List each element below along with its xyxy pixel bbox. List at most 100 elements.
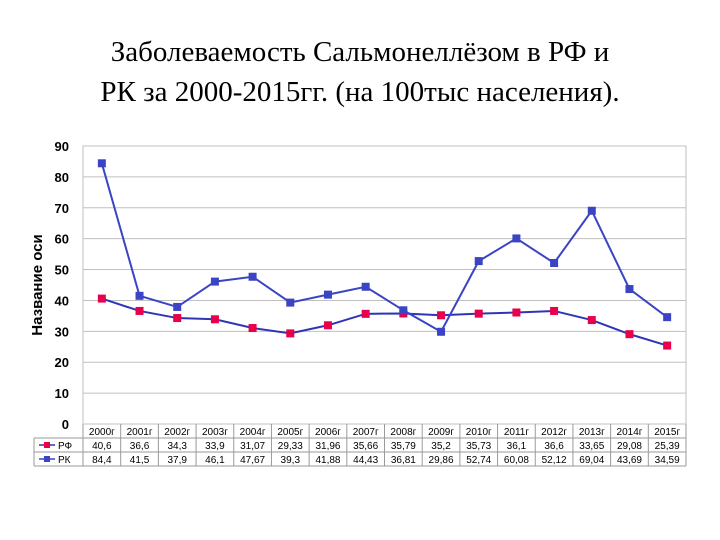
data-point	[663, 313, 672, 322]
x-tick-label: 2001г	[127, 427, 153, 438]
data-label: 52,74	[466, 455, 491, 466]
data-point	[625, 330, 634, 339]
data-label: 36,6	[544, 441, 564, 452]
data-point	[550, 259, 559, 268]
x-tick-label: 2003г	[202, 427, 228, 438]
data-label: 29,86	[429, 455, 454, 466]
data-label: 46,1	[205, 455, 225, 466]
data-point	[663, 341, 672, 350]
data-label: 47,67	[240, 455, 265, 466]
data-label: 43,69	[617, 455, 642, 466]
y-tick-label: 30	[55, 324, 69, 339]
data-point	[286, 298, 295, 307]
data-label: 31,07	[240, 441, 265, 452]
x-tick-label: 2011г	[504, 427, 530, 438]
plot-area	[82, 145, 687, 425]
data-point	[135, 291, 144, 300]
y-tick-label: 70	[55, 201, 69, 216]
data-label: 39,3	[281, 455, 301, 466]
data-label: 33,9	[205, 441, 225, 452]
data-point	[361, 282, 370, 291]
data-label: 29,08	[617, 441, 642, 452]
data-label: 29,33	[278, 441, 303, 452]
x-tick-label: 2015г	[654, 427, 680, 438]
x-tick-label: 2009г	[428, 427, 454, 438]
x-tick-label: 2005г	[277, 427, 303, 438]
data-point	[474, 257, 483, 266]
x-tick-label: 2014г	[617, 427, 643, 438]
data-label: 41,5	[130, 455, 150, 466]
data-point	[437, 327, 446, 336]
data-label: 84,4	[92, 455, 112, 466]
y-axis-label: Название оси	[29, 234, 46, 336]
data-point	[587, 206, 596, 215]
series-line-РФ	[101, 297, 668, 347]
data-point	[437, 311, 446, 320]
data-point	[625, 285, 634, 294]
data-point	[512, 234, 521, 243]
data-point	[97, 294, 106, 303]
data-point	[587, 316, 596, 325]
grid-lines	[82, 145, 687, 425]
data-label: 35,79	[391, 441, 416, 452]
y-tick-label: 60	[55, 232, 69, 247]
data-point	[512, 308, 521, 317]
data-table: 2000г 2001г 2002г 2003г 2004г 2005г 2006г 2007г…	[33, 424, 687, 467]
legend-marker	[44, 442, 50, 448]
x-tick-label: 2004г	[240, 427, 266, 438]
data-label: 52,12	[542, 455, 567, 466]
x-tick-label: 2007г	[353, 427, 379, 438]
y-tick-label: 80	[55, 170, 69, 185]
data-label: 60,08	[504, 455, 529, 466]
data-point	[210, 277, 219, 286]
y-tick-label: 40	[55, 293, 69, 308]
slide-title: Заболеваемость Сальмонеллёзом в РФ и РК …	[0, 32, 720, 112]
title-line-2: РК за 2000-2015гг. (на 100тыс населения)…	[100, 76, 620, 108]
x-tick-label: 2008г	[390, 427, 416, 438]
data-point	[248, 324, 257, 333]
data-label: 35,73	[466, 441, 491, 452]
x-tick-label: 2010г	[466, 427, 492, 438]
legend-label: РФ	[58, 441, 73, 452]
data-label: 44,43	[353, 455, 378, 466]
data-point	[399, 306, 408, 315]
series-line-РК	[100, 163, 668, 334]
data-label: 34,59	[655, 455, 680, 466]
data-point	[173, 302, 182, 311]
y-axis-ticks: 0 10 20 30 40 50 60 70 80 90	[55, 139, 69, 432]
y-tick-label: 10	[55, 386, 69, 401]
data-point	[550, 306, 559, 315]
y-tick-label: 90	[55, 139, 69, 154]
y-tick-label: 20	[55, 355, 69, 370]
data-label: 36,81	[391, 455, 416, 466]
x-tick-label: 2012г	[541, 427, 567, 438]
data-label: 36,1	[507, 441, 527, 452]
x-tick-label: 2000г	[89, 427, 115, 438]
legend-marker	[44, 456, 50, 462]
data-label: 37,9	[167, 455, 187, 466]
x-tick-label: 2002г	[164, 427, 190, 438]
data-point	[323, 321, 332, 330]
legend-label: РК	[58, 455, 71, 466]
data-point	[323, 290, 332, 299]
data-label: 36,6	[130, 441, 150, 452]
data-point	[286, 329, 295, 338]
y-tick-label: 0	[62, 417, 69, 432]
data-label: 34,3	[167, 441, 187, 452]
data-point	[248, 272, 257, 281]
title-line-1: Заболеваемость Сальмонеллёзом в РФ и	[110, 36, 610, 68]
x-tick-label: 2013г	[579, 427, 605, 438]
data-point	[361, 309, 370, 318]
data-label: 33,65	[579, 441, 604, 452]
data-point	[210, 315, 219, 324]
data-label: 35,2	[431, 441, 451, 452]
data-point	[97, 159, 106, 168]
data-label: 69,04	[579, 455, 604, 466]
data-point	[474, 309, 483, 318]
y-tick-label: 50	[55, 263, 69, 278]
data-label: 40,6	[92, 441, 112, 452]
data-label: 25,39	[655, 441, 680, 452]
data-point	[135, 306, 144, 315]
data-point	[173, 314, 182, 323]
